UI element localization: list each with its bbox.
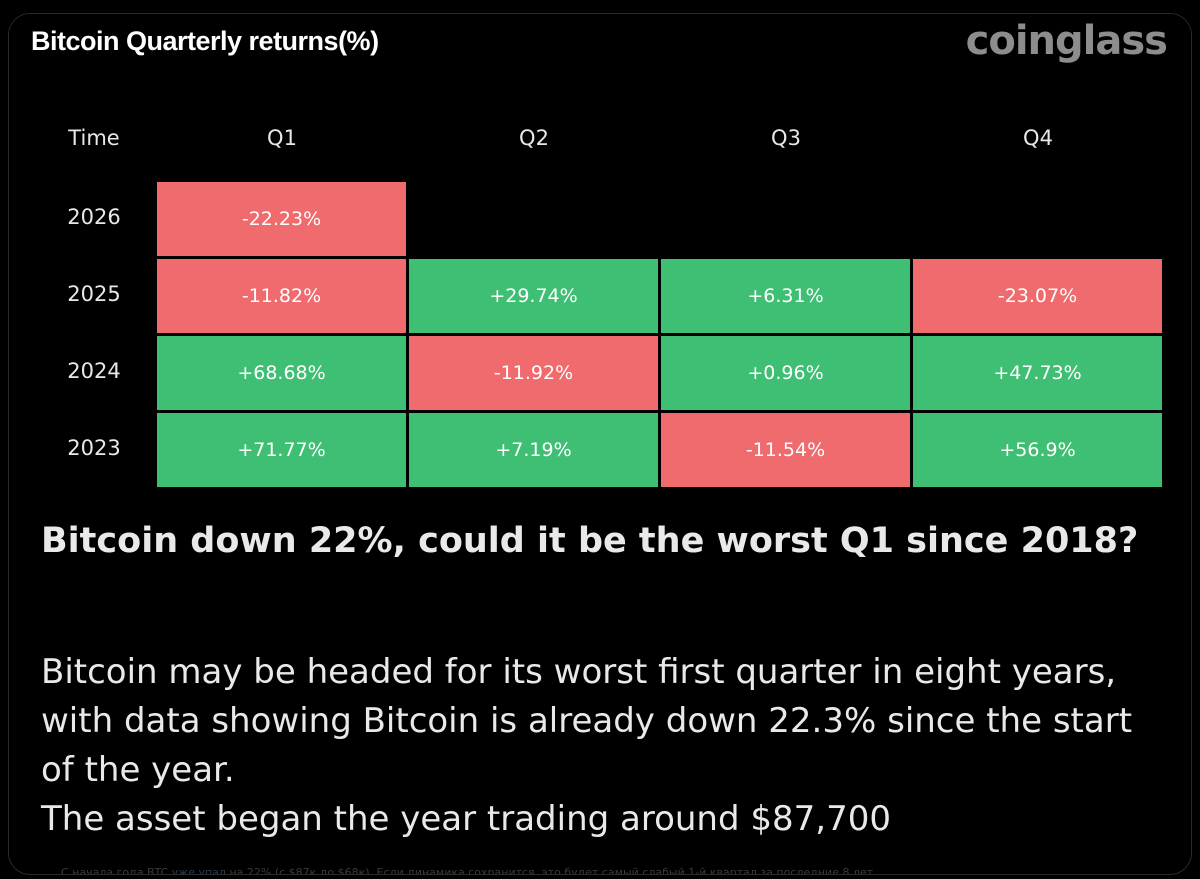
caption-highlight: уже упал [171, 866, 226, 875]
return-cell: +7.19% [409, 413, 658, 487]
return-cell: +68.68% [157, 336, 406, 410]
col-header-q2: Q2 [519, 126, 549, 150]
return-cell: -11.82% [157, 259, 406, 333]
return-cell: -22.23% [157, 182, 406, 256]
caption-text: С начала года BTC уже упал на 22% (с $87… [61, 866, 877, 875]
row-label-2026: 2026 [67, 205, 121, 229]
row-label-2025: 2025 [67, 282, 121, 306]
return-cell: +56.9% [913, 413, 1162, 487]
col-header-time: Time [68, 126, 120, 150]
return-cell: +47.73% [913, 336, 1162, 410]
returns-chart-card: Bitcoin Quarterly returns(%) coinglass T… [9, 14, 1191, 488]
coinglass-logo: coinglass [965, 18, 1168, 64]
col-header-q4: Q4 [1023, 126, 1053, 150]
article-body: Bitcoin may be headed for its worst firs… [41, 648, 1171, 844]
return-cell: +6.31% [661, 259, 910, 333]
post-frame: Bitcoin Quarterly returns(%) coinglass T… [8, 13, 1192, 875]
return-cell: -11.92% [409, 336, 658, 410]
return-cell: +29.74% [409, 259, 658, 333]
article-body-paragraph: Bitcoin may be headed for its worst firs… [41, 652, 1133, 790]
return-cell: +71.77% [157, 413, 406, 487]
row-label-2024: 2024 [67, 359, 121, 383]
chart-title: Bitcoin Quarterly returns(%) [31, 26, 379, 56]
return-cell: -23.07% [913, 259, 1162, 333]
caption-text-end: на 22% (с $87к до $68к). Если динамика с… [225, 866, 877, 875]
row-label-2023: 2023 [67, 436, 121, 460]
col-header-q3: Q3 [771, 126, 801, 150]
article-headline: Bitcoin down 22%, could it be the worst … [41, 521, 1139, 561]
return-cell: -11.54% [661, 413, 910, 487]
col-header-q1: Q1 [267, 126, 297, 150]
return-cell: +0.96% [661, 336, 910, 410]
article-body-paragraph: The asset began the year trading around … [41, 799, 891, 839]
caption-text-start: С начала года BTC [61, 866, 172, 875]
